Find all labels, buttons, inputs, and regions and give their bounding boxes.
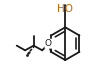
Text: O: O [45, 39, 52, 48]
Text: HO: HO [57, 4, 73, 14]
